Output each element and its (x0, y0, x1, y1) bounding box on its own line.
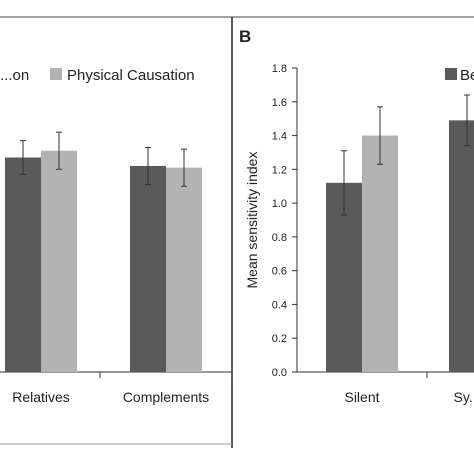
y-tick-label-b-9: 1.8 (272, 63, 287, 75)
x-label-a-complements: Complements (123, 389, 209, 405)
legend-b-swatch-1 (445, 68, 457, 80)
legend-b-label-1: Be... (460, 67, 474, 84)
legend-a-swatch-2 (50, 68, 62, 80)
a-bar-s2-c1 (41, 150, 77, 372)
y-tick-label-b-6: 1.2 (272, 164, 287, 176)
legend-a-label-1: ...on (0, 67, 29, 84)
x-label-a-relatives: Relatives (12, 389, 70, 405)
y-tick-label-b-1: 0.2 (272, 333, 287, 345)
a-bar-s1-c2 (130, 165, 166, 372)
panel-a: ...on Physical Causation Relatives Compl… (0, 67, 233, 405)
y-tick-label-b-8: 1.6 (272, 97, 287, 109)
legend-a-label-2: Physical Causation (67, 67, 195, 84)
a-bar-s1-c1 (5, 157, 41, 372)
y-tick-label-b-3: 0.6 (272, 266, 287, 278)
y-tick-label-b-0: 0.0 (272, 367, 287, 379)
x-label-b-second: Sy... (454, 389, 474, 405)
b-bar-s1-c2 (449, 120, 474, 372)
panel-b-label: B (239, 27, 251, 46)
panel-b: B Mean sensitivity index Silent Sy... Be… (239, 27, 474, 405)
b-bar-s2-c1 (362, 135, 398, 372)
y-tick-label-b-4: 0.8 (272, 232, 287, 244)
x-label-b-silent: Silent (344, 389, 379, 405)
y-axis-label-b: Mean sensitivity index (244, 152, 260, 289)
y-tick-label-b-5: 1.0 (272, 198, 287, 210)
y-tick-label-b-7: 1.4 (272, 131, 287, 143)
a-bar-s2-c2 (166, 167, 202, 372)
y-tick-label-b-2: 0.4 (272, 299, 287, 311)
